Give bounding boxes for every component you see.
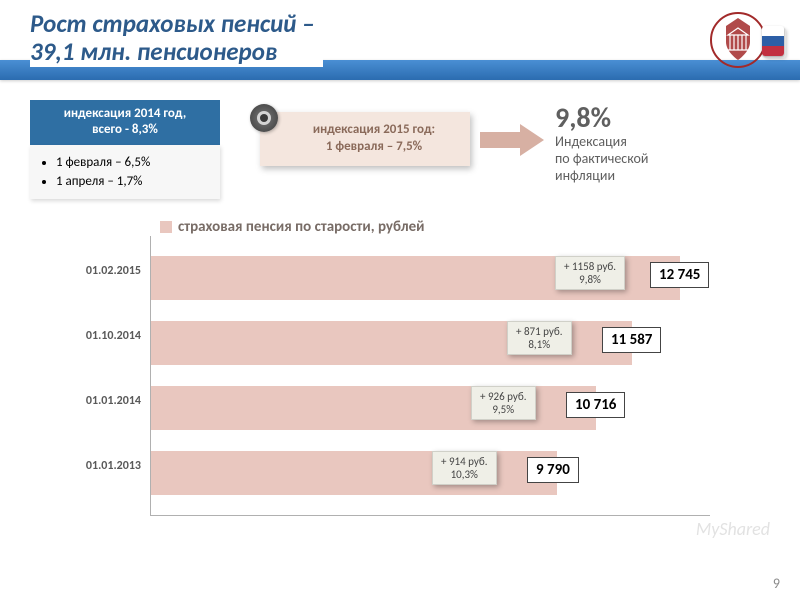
increase-callout: + 914 руб.10,3% — [432, 451, 497, 485]
value-label: 12 745 — [650, 262, 709, 288]
chart-row: 01.01.20139 790+ 914 руб.10,3% — [151, 443, 710, 508]
panel-2014-body: 1 февраля – 6,5% 1 апреля – 1,7% — [30, 145, 220, 199]
increase-callout: + 871 руб.8,1% — [507, 321, 572, 355]
indexation-2014-panel: индексация 2014 год,всего - 8,3% 1 февра… — [30, 100, 220, 199]
value-label: 10 716 — [566, 392, 625, 418]
legend-swatch — [160, 221, 172, 233]
page-number: 9 — [773, 575, 780, 592]
increase-callout: + 1158 руб.9,8% — [555, 256, 625, 290]
row-date-label: 01.02.2015 — [21, 264, 141, 278]
value-label: 9 790 — [527, 457, 579, 483]
inflation-rate: 9,8% — [555, 100, 611, 135]
chart-title: страховая пенсия по старости, рублей — [160, 218, 780, 236]
panel-2014-header: индексация 2014 год,всего - 8,3% — [30, 100, 220, 145]
row-date-label: 01.01.2014 — [21, 394, 141, 408]
chart-row: 01.01.201410 716+ 926 руб.9,5% — [151, 378, 710, 443]
row-date-label: 01.10.2014 — [21, 329, 141, 343]
watermark: MyShared — [696, 518, 770, 540]
panel-2015-line2: 1 февраля – 7,5% — [286, 139, 462, 156]
inflation-rate-caption: Индексация по фактической инфляции — [555, 134, 705, 184]
russian-flag-icon — [762, 26, 784, 56]
bullet-icon — [250, 104, 278, 132]
row-date-label: 01.01.2013 — [21, 459, 141, 473]
list-item: 1 апреля – 1,7% — [56, 172, 208, 191]
list-item: 1 февраля – 6,5% — [56, 153, 208, 172]
pfr-logo — [710, 10, 770, 80]
value-label: 11 587 — [602, 327, 661, 353]
increase-callout: + 926 руб.9,5% — [471, 386, 536, 420]
panel-2015-line1: индексация 2015 год: — [286, 122, 462, 139]
chart-row: 01.02.201512 745+ 1158 руб.9,8% — [151, 248, 710, 313]
chart-row: 01.10.201411 587+ 871 руб.8,1% — [151, 313, 710, 378]
arrow-right-icon — [478, 122, 548, 163]
page-title: Рост страховых пенсий – 39,1 млн. пенсио… — [30, 10, 323, 67]
pension-bar-chart: страховая пенсия по старости, рублей 01.… — [20, 218, 780, 516]
chart-plot-area: 01.02.201512 745+ 1158 руб.9,8%01.10.201… — [150, 236, 710, 516]
indexation-2015-panel: индексация 2015 год: 1 февраля – 7,5% — [260, 112, 470, 166]
